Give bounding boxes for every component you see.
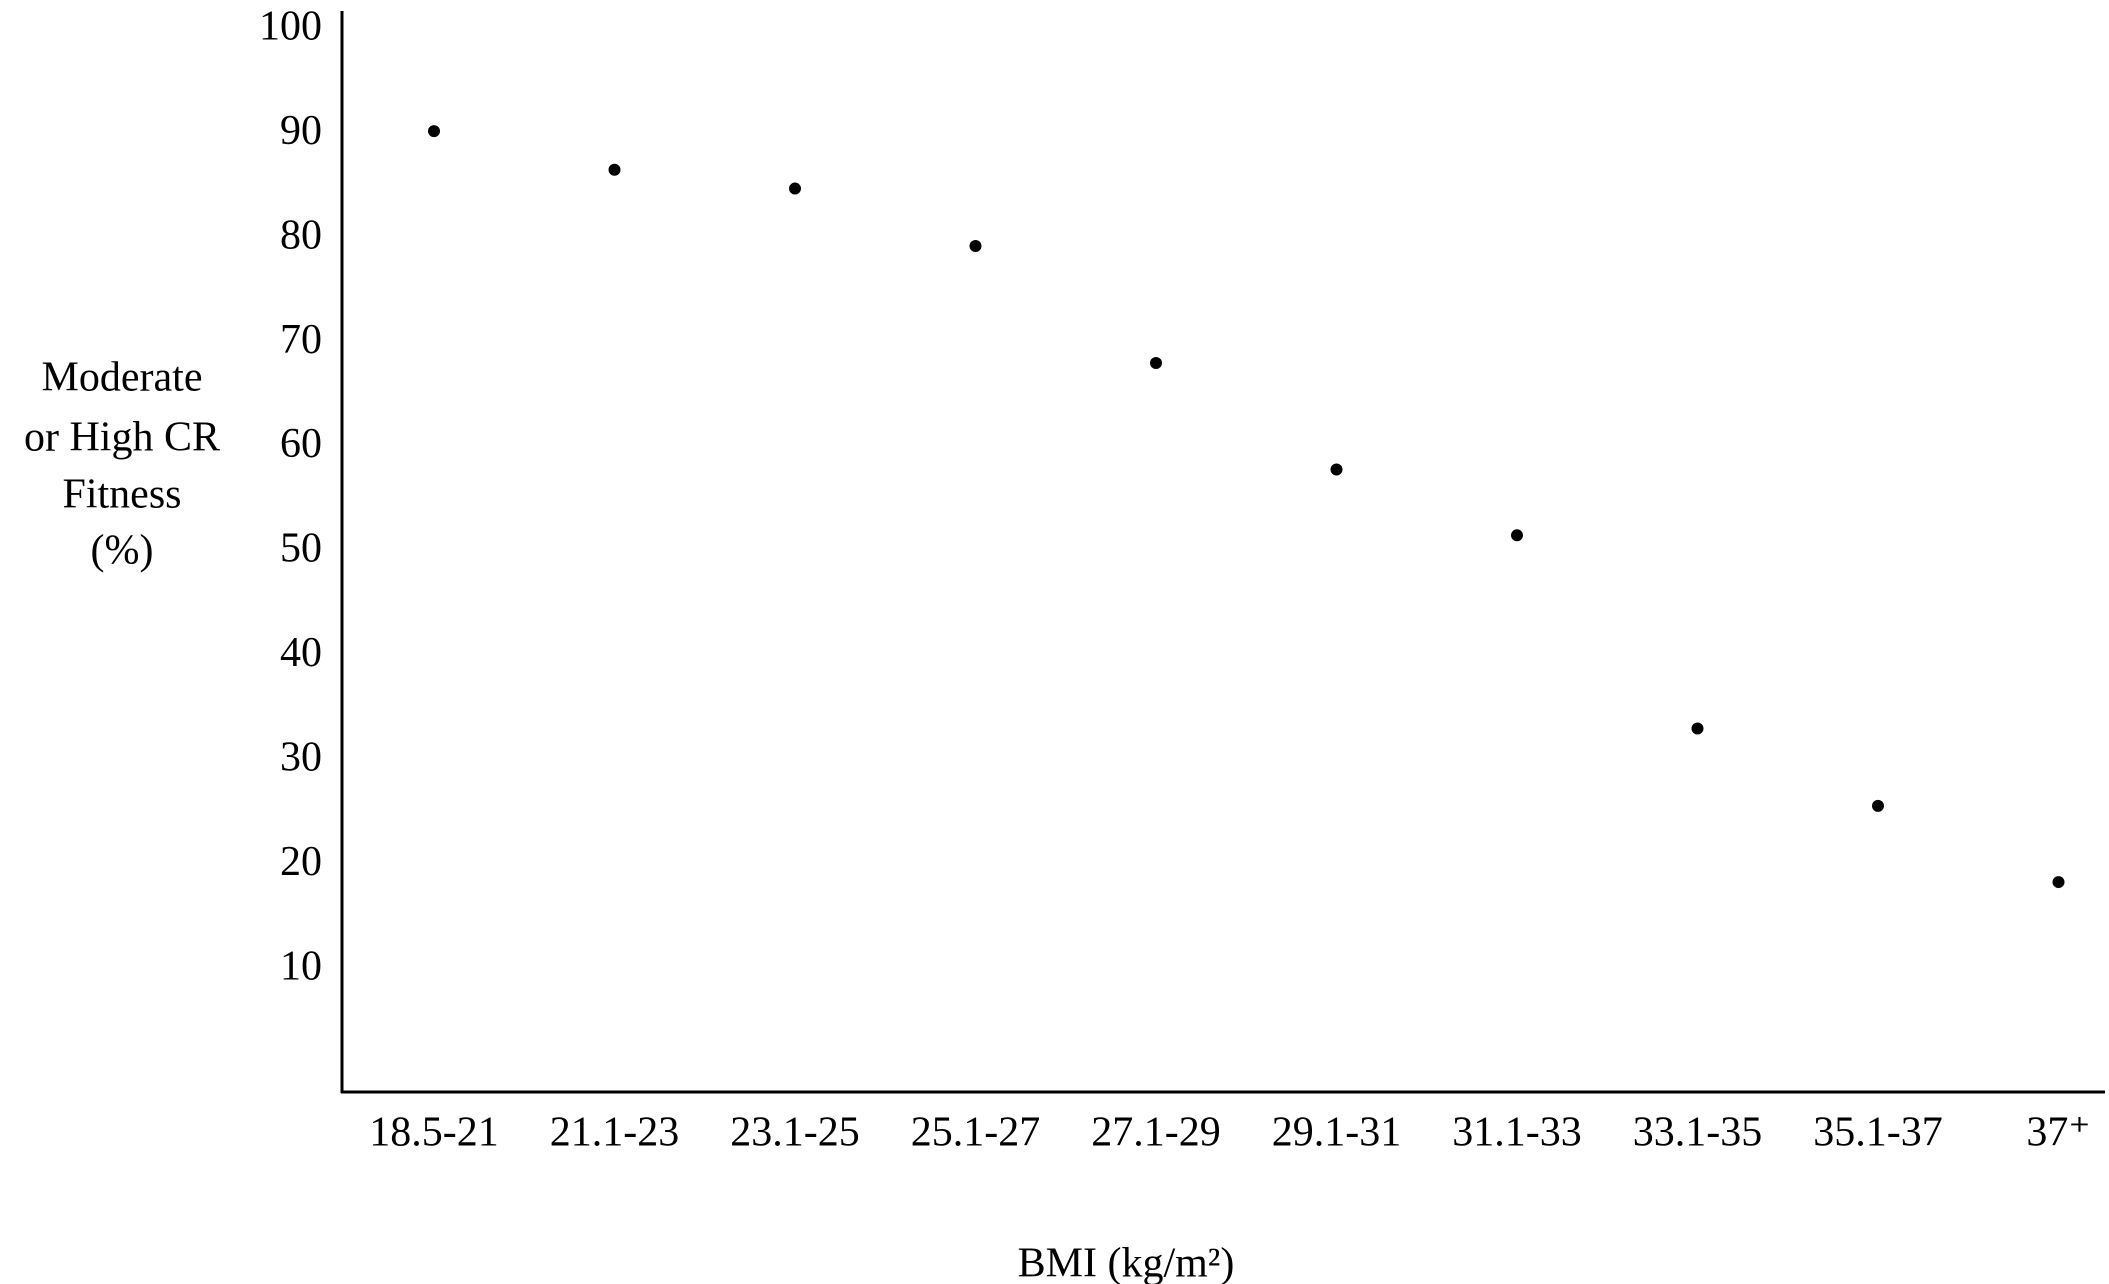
data-point (1872, 799, 1884, 812)
y-tick-label: 40 (280, 630, 322, 676)
y-tick-label: 10 (280, 943, 322, 989)
y-axis-label: Fitness (62, 472, 181, 518)
data-point (969, 240, 982, 252)
x-axis-label: BMI (kg/m²) (1018, 1241, 1235, 1284)
y-tick-label: 100 (259, 3, 322, 49)
x-tick-label: 37⁺ (2026, 1110, 2090, 1156)
data-point (1511, 529, 1523, 542)
y-axis-label: or High CR (24, 415, 220, 461)
y-tick-label: 60 (280, 421, 322, 467)
y-tick-label: 90 (280, 108, 322, 154)
x-tick-label: 27.1-29 (1091, 1110, 1221, 1156)
y-tick-label: 80 (280, 212, 322, 258)
x-tick-label: 31.1-33 (1452, 1110, 1582, 1156)
data-point (428, 125, 440, 138)
data-point (1150, 356, 1162, 369)
x-tick-label: 35.1-37 (1813, 1110, 1943, 1156)
y-axis-label: Moderate (42, 355, 203, 401)
y-axis-label: (%) (91, 528, 154, 574)
data-point (1330, 463, 1343, 476)
x-tick-label: 18.5-21 (369, 1110, 499, 1156)
x-tick-label: 21.1-23 (550, 1110, 680, 1156)
x-tick-label: 33.1-35 (1633, 1110, 1763, 1156)
data-point (2052, 876, 2065, 889)
data-point (789, 182, 801, 195)
x-tick-label: 23.1-25 (730, 1110, 860, 1156)
data-point (1691, 722, 1704, 735)
y-tick-label: 70 (280, 317, 322, 363)
x-tick-label: 25.1-27 (911, 1110, 1041, 1156)
y-tick-label: 30 (280, 735, 322, 781)
data-point (608, 163, 621, 176)
y-tick-label: 20 (280, 839, 322, 885)
x-tick-label: 29.1-31 (1272, 1110, 1402, 1156)
y-tick-label: 50 (280, 526, 322, 572)
